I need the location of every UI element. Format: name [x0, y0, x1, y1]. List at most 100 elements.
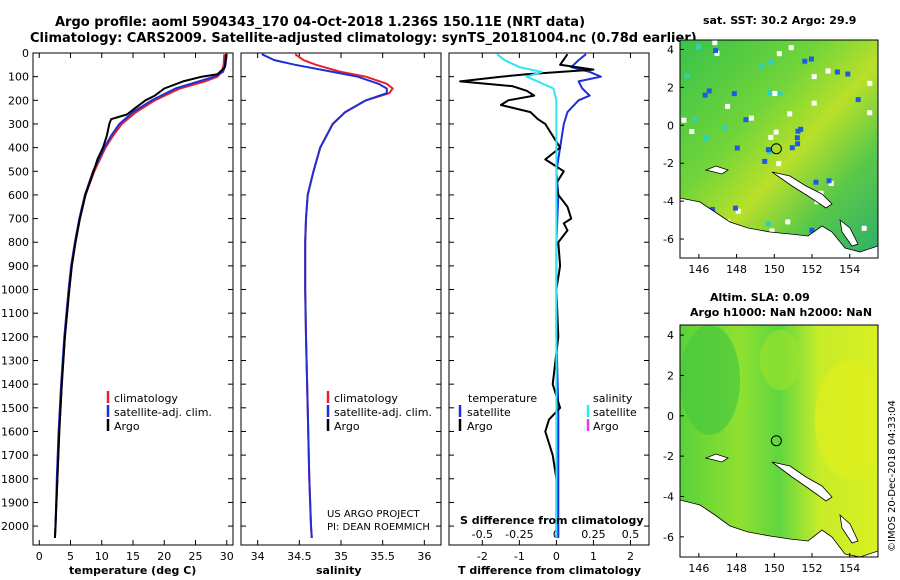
salinity-axes-frame	[240, 52, 442, 546]
x-tick-label: -2	[477, 550, 488, 563]
sst-pixel	[722, 125, 728, 130]
depth-tick-label: 1300	[1, 355, 29, 368]
sst-pixel	[681, 117, 687, 123]
sla-anomaly-low	[680, 325, 740, 435]
sst-pixel	[684, 73, 690, 79]
sst-pixel	[794, 135, 800, 141]
sst-pixel	[710, 206, 716, 212]
x-tick-label: 15	[126, 550, 140, 563]
sst-pixel	[855, 97, 861, 103]
depth-tick-label: 1800	[1, 473, 29, 486]
difference-axes-frame	[448, 52, 650, 546]
imos-credit: ©IMOS 20-Dec-2018 04:33:04	[887, 400, 898, 552]
depth-tick-label: 100	[8, 71, 29, 84]
legend-t-satellite-label: satellite	[467, 406, 511, 419]
lon-tick-label: 154	[839, 562, 860, 575]
sst-pixel	[743, 117, 749, 123]
sst-pixel	[867, 110, 873, 116]
series-line-t-satellite	[555, 53, 602, 538]
figure-title-line1: Argo profile: aoml 5904343_170 04-Oct-20…	[55, 15, 585, 30]
x-tick-label: 25	[189, 550, 203, 563]
temperature-xlabel: temperature (deg C)	[69, 564, 196, 577]
sst-pixel	[731, 91, 737, 97]
legend-argo-label: Argo	[114, 420, 140, 433]
sst-pixel	[789, 145, 795, 151]
sst-pixel	[772, 91, 778, 96]
series-line-argo	[53, 54, 228, 538]
depth-tick-label: 1400	[1, 378, 29, 391]
sst-map-title: sat. SST: 30.2 Argo: 29.9	[703, 14, 856, 27]
sst-pixel	[768, 134, 774, 140]
temperature-axes-frame	[32, 52, 234, 546]
depth-tick-label: 1100	[1, 307, 29, 320]
sst-pixel	[813, 179, 819, 185]
sst-pixel	[714, 50, 720, 56]
depth-tick-label: 1900	[1, 496, 29, 509]
x-tick-label: 5	[67, 550, 74, 563]
sst-pixel	[834, 69, 840, 75]
sla-land	[680, 453, 878, 557]
legend-argo-label: Argo	[334, 420, 360, 433]
lon-tick-label: 152	[802, 263, 823, 276]
sst-pixel	[809, 227, 815, 233]
x-tick-label: 2	[627, 550, 634, 563]
sst-pixel	[733, 205, 738, 211]
series-line-satellite-adj-clim-	[261, 53, 388, 538]
lat-tick-label: 0	[667, 119, 674, 132]
sst-pixel	[766, 221, 771, 227]
x-tick-label: 20	[157, 550, 171, 563]
sst-pixel	[776, 51, 782, 57]
series-line-s-satellite	[496, 53, 558, 538]
x-tick-label: 36	[417, 550, 431, 563]
depth-tick-label: 800	[8, 236, 29, 249]
salinity-panel: 34 34.5 35 35.5 36 climatology satellite-adj…	[240, 52, 442, 577]
figure-title-line2: Climatology: CARS2009. Satellite-adjuste…	[30, 31, 697, 46]
sst-pixel	[787, 111, 793, 117]
depth-tick-label: 500	[8, 165, 29, 178]
project-annotation-line1: US ARGO PROJECT	[327, 509, 421, 520]
s-tick-label: 0.25	[581, 528, 606, 541]
x-tick-label: 35.5	[370, 550, 395, 563]
sst-pixel	[713, 48, 719, 54]
x-tick-label: 0	[36, 550, 43, 563]
lat-tick-label: 0	[667, 410, 674, 423]
sst-pixel	[767, 90, 773, 96]
salinity-difference-label: S difference from climatology	[460, 514, 644, 527]
sla-anomaly-mid	[760, 330, 800, 390]
lon-tick-label: 146	[688, 562, 709, 575]
depth-tick-label: 300	[8, 118, 29, 131]
depth-tick-label: 700	[8, 213, 29, 226]
sst-pixel	[762, 158, 768, 164]
new-ireland-land	[771, 461, 833, 502]
lat-tick-label: -2	[663, 157, 674, 170]
sst-pixel	[759, 63, 765, 69]
sst-pixel	[808, 56, 814, 62]
sst-pixel	[725, 103, 731, 109]
lat-tick-label: 4	[667, 329, 674, 342]
sst-pixel	[861, 225, 867, 231]
legend-climatology-label: climatology	[334, 392, 398, 405]
temperature-legend: climatology satellite-adj. clim. Argo	[106, 391, 212, 433]
lat-tick-label: 2	[667, 81, 674, 94]
depth-tick-label: 1500	[1, 402, 29, 415]
lat-tick-label: 4	[667, 43, 674, 56]
new-guinea-land	[680, 197, 878, 258]
x-tick-label: 1	[590, 550, 597, 563]
depth-tick-label: 1200	[1, 331, 29, 344]
sst-pixel	[795, 141, 801, 147]
lon-tick-label: 148	[726, 562, 747, 575]
legend-salinity-title: salinity	[593, 392, 633, 405]
bougainville-land	[839, 513, 859, 544]
sst-pixel	[702, 92, 708, 98]
sst-pixel	[802, 58, 808, 64]
lat-tick-label: -6	[663, 531, 674, 544]
s-tick-label: -0.5	[472, 528, 493, 541]
sst-map-frame	[679, 39, 879, 259]
lon-tick-label: 154	[839, 263, 860, 276]
sst-pixel	[692, 116, 698, 122]
depth-tick-label: 200	[8, 94, 29, 107]
depth-tick-label: 900	[8, 260, 29, 273]
salinity-legend: climatology satellite-adj. clim. Argo	[326, 391, 432, 433]
sla-map-frame	[679, 324, 879, 558]
